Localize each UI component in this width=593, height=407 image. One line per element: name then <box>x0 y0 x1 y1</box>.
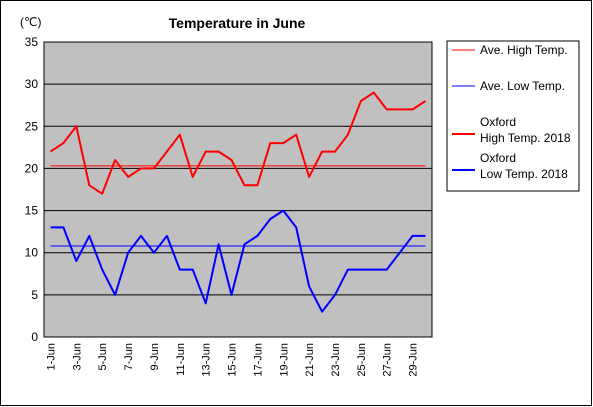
chart-title: Temperature in June <box>169 15 306 31</box>
legend-label: Oxford <box>480 115 516 129</box>
legend-box <box>446 40 580 192</box>
x-tick-label: 23-Jun <box>330 343 342 377</box>
y-axis-ticks: 0 5 10 15 20 25 30 35 <box>25 35 39 344</box>
y-tick-label: 0 <box>31 330 38 344</box>
series-line <box>49 91 427 195</box>
unit-label: (℃) <box>20 15 41 29</box>
x-tick-label: 3-Jun <box>71 343 83 371</box>
legend-label: Ave. Low Temp. <box>480 79 565 93</box>
y-tick-label: 15 <box>25 204 39 218</box>
x-tick-label: 17-Jun <box>252 343 264 377</box>
legend: Ave. High Temp. Ave. Low Temp. Oxford High … <box>452 43 571 181</box>
x-tick-label: 25-Jun <box>356 343 368 377</box>
y-tick-label: 30 <box>25 77 39 91</box>
x-tick-label: 19-Jun <box>278 343 290 377</box>
x-tick-label: 11-Jun <box>175 343 187 376</box>
y-tick-label: 10 <box>25 246 39 260</box>
legend-label: Oxford <box>480 151 516 165</box>
x-tick-label: 15-Jun <box>227 343 239 377</box>
x-tick-label: 13-Jun <box>201 343 213 377</box>
y-tick-label: 35 <box>25 35 39 49</box>
series-lines <box>49 91 427 313</box>
x-tick-label: 7-Jun <box>123 343 135 371</box>
y-tick-label: 20 <box>25 161 39 175</box>
legend-label: Low Temp. 2018 <box>480 167 568 181</box>
series-line <box>50 209 426 313</box>
x-tick-label: 1-Jun <box>45 343 57 371</box>
x-tick-label: 5-Jun <box>97 343 109 371</box>
x-tick-label: 27-Jun <box>382 343 394 377</box>
x-tick-label: 21-Jun <box>304 343 316 377</box>
gridlines <box>44 83 432 296</box>
y-tick-label: 25 <box>25 119 39 133</box>
x-tick-label: 9-Jun <box>149 343 161 371</box>
x-axis-ticks: 1-Jun 3-Jun 5-Jun 7-Jun 9-Jun 11-Jun 13-Jun 15-… <box>45 343 419 377</box>
legend-label: Ave. High Temp. <box>480 43 568 57</box>
plot-area <box>43 41 433 338</box>
legend-label: High Temp. 2018 <box>480 131 571 145</box>
x-tick-label: 29-Jun <box>408 343 420 377</box>
y-tick-label: 5 <box>31 288 38 302</box>
